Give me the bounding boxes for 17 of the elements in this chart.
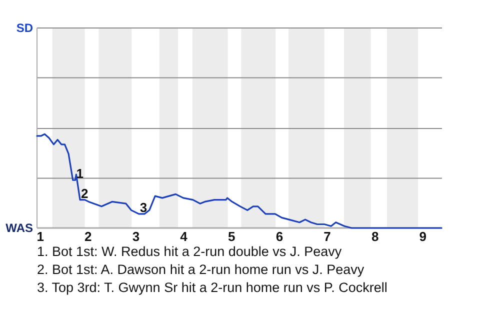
x-tick-label: 8 bbox=[371, 229, 379, 244]
x-tick-label: 4 bbox=[180, 229, 188, 244]
text: 3. Top 3rd: T. Gwynn Sr hit a 2-run home run vs P. Cockrell bbox=[37, 280, 388, 295]
annotation: 3 bbox=[140, 200, 148, 215]
x-tick-label: 2 bbox=[84, 229, 92, 244]
text: SD bbox=[16, 21, 34, 35]
x-tick-label: 9 bbox=[419, 229, 426, 244]
x-tick-label: 7 bbox=[324, 229, 331, 244]
annotation: 1 bbox=[76, 166, 84, 182]
x-tick-label: 6 bbox=[276, 229, 284, 244]
x-tick-label: 5 bbox=[228, 229, 236, 244]
x-tick-label: 3 bbox=[132, 229, 140, 244]
annotation: 2 bbox=[81, 186, 88, 201]
text: 2. Bot 1st: A. Dawson hit a 2-run home run vs J. Peavy bbox=[37, 262, 364, 277]
text: 1. Bot 1st: W. Redus hit a 2-run double vs J. Peavy bbox=[37, 244, 342, 259]
text: WAS bbox=[6, 221, 33, 235]
x-tick-label: 1 bbox=[36, 229, 44, 244]
